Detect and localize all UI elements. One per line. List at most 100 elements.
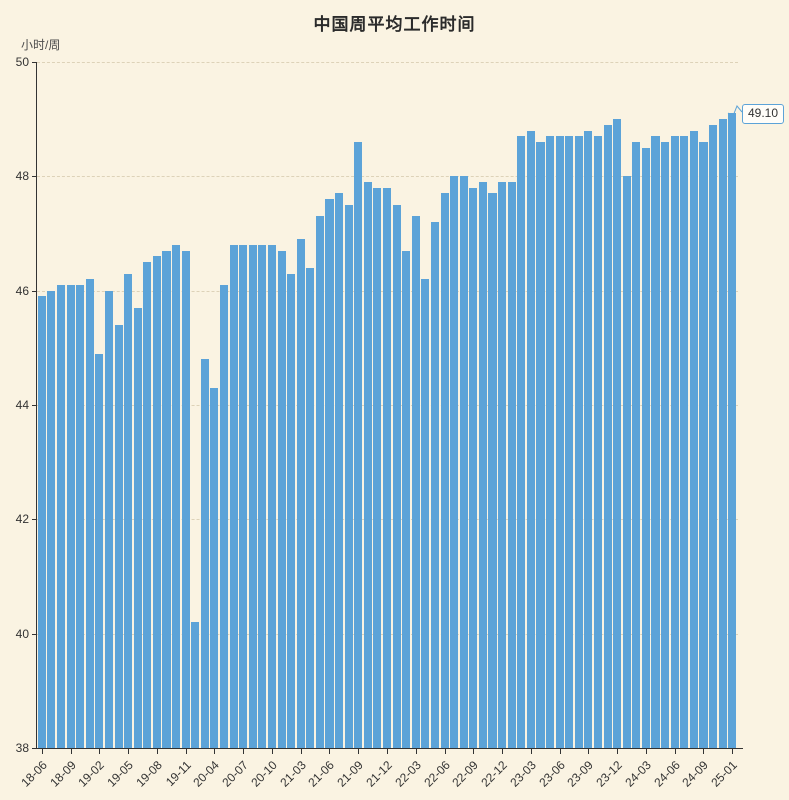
x-tick-label: 21-09: [334, 758, 367, 790]
y-axis-unit-label: 小时/周: [21, 38, 61, 52]
bar: [632, 142, 641, 748]
x-tick-label: 22-06: [420, 758, 453, 790]
x-tick: [185, 749, 187, 754]
gridline-48: [37, 176, 738, 178]
bar: [277, 250, 286, 748]
bar: [162, 250, 171, 748]
x-tick: [703, 749, 705, 754]
x-tick-label: 23-06: [535, 758, 568, 790]
bar: [114, 324, 123, 748]
bar: [181, 250, 190, 748]
bar: [469, 187, 478, 748]
bar: [354, 142, 363, 748]
bar: [344, 204, 353, 748]
bar: [287, 273, 296, 748]
x-tick: [502, 749, 504, 754]
bar: [229, 244, 238, 748]
bar: [85, 279, 94, 748]
bar: [603, 124, 612, 748]
x-tick-label: 21-03: [276, 758, 309, 790]
x-tick-label: 22-09: [449, 758, 482, 790]
x-tick: [559, 749, 561, 754]
x-tick-label: 21-12: [363, 758, 395, 790]
bar: [210, 387, 219, 748]
bar: [526, 130, 535, 748]
y-tick: [32, 748, 37, 749]
bar: [363, 182, 372, 748]
x-tick-label: 25-01: [708, 758, 741, 790]
bar: [728, 113, 737, 748]
bar: [488, 193, 497, 748]
x-tick-label: 23-09: [564, 758, 597, 790]
x-tick-label: 24-03: [622, 758, 654, 790]
x-tick-label: 23-12: [593, 758, 626, 790]
x-tick: [243, 749, 245, 754]
x-tick: [99, 749, 101, 754]
end-value-label: 49.10: [748, 106, 779, 120]
x-tick: [300, 749, 302, 754]
y-tick: [32, 519, 37, 521]
x-tick-label: 20-07: [219, 758, 252, 790]
x-tick: [473, 749, 475, 754]
bar: [498, 182, 507, 748]
bar: [37, 296, 46, 748]
bar: [104, 290, 113, 748]
bar: [709, 124, 718, 748]
bar: [546, 136, 555, 748]
x-tick-label: 24-09: [679, 758, 712, 790]
y-tick-label: 46: [15, 283, 29, 298]
bar: [507, 182, 516, 748]
bar: [306, 267, 315, 748]
x-tick-label: 19-11: [162, 758, 194, 789]
bar: [430, 222, 440, 748]
x-tick: [415, 749, 417, 754]
bar: [124, 273, 133, 748]
bar: [613, 119, 622, 748]
bar: [383, 187, 392, 748]
x-tick-label: 20-10: [248, 758, 280, 790]
y-tick: [32, 633, 37, 635]
bar: [584, 130, 593, 748]
bar: [478, 182, 487, 748]
bar: [315, 216, 324, 748]
x-tick: [732, 749, 734, 754]
x-axis-line: [36, 748, 743, 749]
bar: [555, 136, 564, 748]
bar: [373, 187, 382, 748]
bar: [440, 193, 449, 748]
bar: [661, 142, 670, 748]
bar: [248, 244, 257, 748]
x-tick: [358, 749, 360, 754]
bar: [191, 622, 200, 748]
bar: [143, 262, 152, 748]
x-tick: [645, 749, 647, 754]
x-tick: [329, 749, 331, 754]
bar: [421, 279, 430, 748]
chart-title: 中国周平均工作时间: [313, 15, 476, 34]
bar: [574, 136, 583, 748]
x-tick-label: 18-09: [46, 758, 79, 790]
x-tick: [70, 749, 72, 754]
bar: [200, 359, 209, 748]
bar: [392, 204, 401, 748]
bar: [66, 284, 75, 748]
x-tick-label: 18-06: [18, 758, 50, 790]
bar: [325, 199, 334, 748]
bar: [641, 147, 650, 748]
bar: [718, 119, 727, 748]
bar: [239, 244, 248, 748]
y-tick: [32, 176, 37, 178]
x-tick: [156, 749, 158, 754]
bar: [133, 307, 142, 748]
bar: [459, 176, 468, 748]
x-tick: [41, 749, 43, 754]
y-tick-label: 48: [15, 169, 29, 184]
x-tick-label: 19-05: [104, 758, 136, 790]
bar: [670, 136, 679, 748]
x-tick-label: 22-12: [478, 758, 510, 790]
x-tick-label: 19-02: [75, 758, 108, 790]
bar: [258, 244, 267, 748]
x-tick: [617, 749, 619, 754]
bar: [296, 239, 305, 748]
bar: [76, 284, 85, 748]
